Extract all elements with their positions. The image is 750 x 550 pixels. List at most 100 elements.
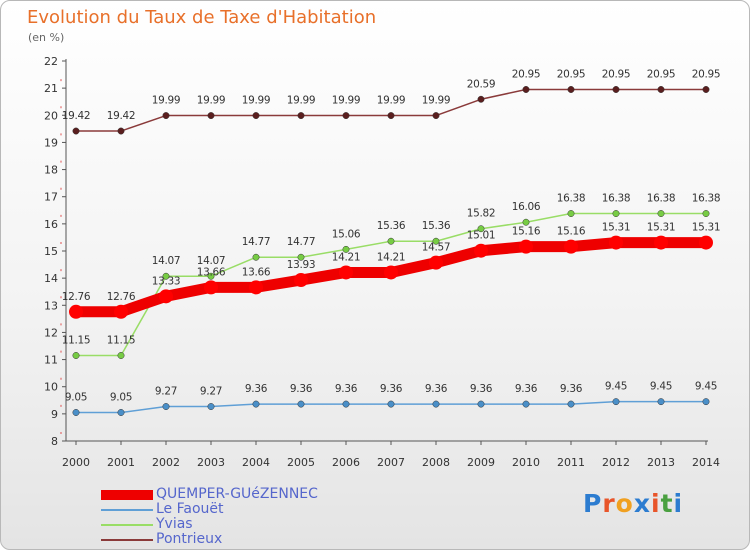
data-label: 15.16 [512,226,541,238]
data-label: 11.15 [62,335,91,347]
data-label: 9.27 [200,386,222,398]
data-point [477,400,485,408]
data-label: 9.36 [515,383,538,395]
x-tick-label: 2009 [467,456,495,469]
data-point [207,403,215,410]
data-point [162,272,170,280]
data-label: 9.05 [110,392,132,404]
data-label: 16.38 [647,193,676,205]
data-point [477,225,485,233]
data-label: 9.36 [470,383,493,395]
data-point [609,235,623,250]
x-tick-label: 2004 [242,456,270,469]
data-point [114,304,128,319]
data-point [567,400,575,408]
legend-swatch [101,489,153,500]
data-label: 20.95 [602,69,631,81]
data-label: 14.07 [152,255,181,267]
data-point [477,95,485,103]
y-tick-label: 22 [44,55,58,68]
data-point [522,400,530,408]
y-tick-label: 19 [44,136,58,149]
logo-letter: i [673,489,684,518]
data-label: 19.42 [62,110,91,122]
data-point [432,112,440,120]
data-point [72,352,80,359]
x-tick-label: 2012 [602,456,630,469]
data-label: 9.36 [560,383,583,395]
legend-label: QUEMPER-GUéZENNEC [156,486,318,502]
data-label: 19.99 [287,95,316,107]
data-point [702,398,710,406]
x-tick-label: 2002 [152,456,180,469]
data-point [249,280,263,295]
data-point [612,398,620,406]
data-point [657,398,665,406]
data-point [297,253,305,261]
data-label: 15.31 [647,222,676,234]
data-point [522,86,530,93]
y-tick-label: 17 [44,191,58,204]
data-label: 16.06 [512,201,541,213]
y-tick-label: 15 [44,245,58,258]
legend-swatch [101,538,153,541]
data-point [612,86,620,93]
data-label: 16.38 [602,193,631,205]
legend-label: Pontrieux [156,531,223,547]
x-tick-label: 2000 [62,456,90,469]
data-label: 19.99 [377,95,406,107]
data-label: 20.95 [692,69,721,81]
y-tick-label: 9 [51,408,58,421]
x-tick-label: 2008 [422,456,450,469]
data-point [564,239,578,254]
y-tick-label: 16 [44,218,58,231]
logo-letter: P [583,489,603,518]
data-label: 15.06 [332,228,361,240]
data-label: 12.76 [62,291,91,303]
x-tick-label: 2003 [197,456,225,469]
x-tick-label: 2005 [287,456,315,469]
x-tick-label: 2013 [647,456,675,469]
x-tick-label: 2010 [512,456,540,469]
legend-swatch [101,523,153,526]
data-point [567,86,575,93]
data-point [432,400,440,408]
legend-label: Le Faouët [156,501,224,517]
data-point [522,218,530,226]
y-tick-label: 13 [44,299,58,312]
x-tick-label: 2006 [332,456,360,469]
data-label: 13.93 [287,259,316,271]
data-label: 9.45 [695,381,717,393]
data-label: 9.36 [290,383,313,395]
data-point [432,237,440,245]
data-point [159,289,173,304]
data-label: 15.31 [602,222,631,234]
logo-letter: r [602,489,616,518]
data-label: 20.59 [467,78,496,90]
data-label: 19.42 [107,110,136,122]
data-point [117,127,125,135]
data-point [252,112,260,120]
data-point [657,210,665,217]
data-label: 14.57 [422,242,451,254]
data-label: 15.36 [377,220,406,232]
data-point [72,127,80,135]
data-label: 12.76 [107,291,136,303]
chart-title: Evolution du Taux de Taxe d'Habitation [27,7,377,28]
data-point [699,235,713,250]
data-label: 14.77 [287,236,316,248]
data-point [162,403,170,410]
y-tick-label: 12 [44,326,58,339]
data-label: 9.36 [335,383,358,395]
data-label: 9.36 [425,383,448,395]
data-label: 14.21 [377,251,406,263]
x-tick-label: 2007 [377,456,405,469]
data-label: 15.36 [422,220,451,232]
data-point [342,245,350,253]
data-point [387,400,395,408]
data-label: 16.38 [692,193,721,205]
data-point [207,272,215,280]
data-label: 20.95 [647,69,676,81]
